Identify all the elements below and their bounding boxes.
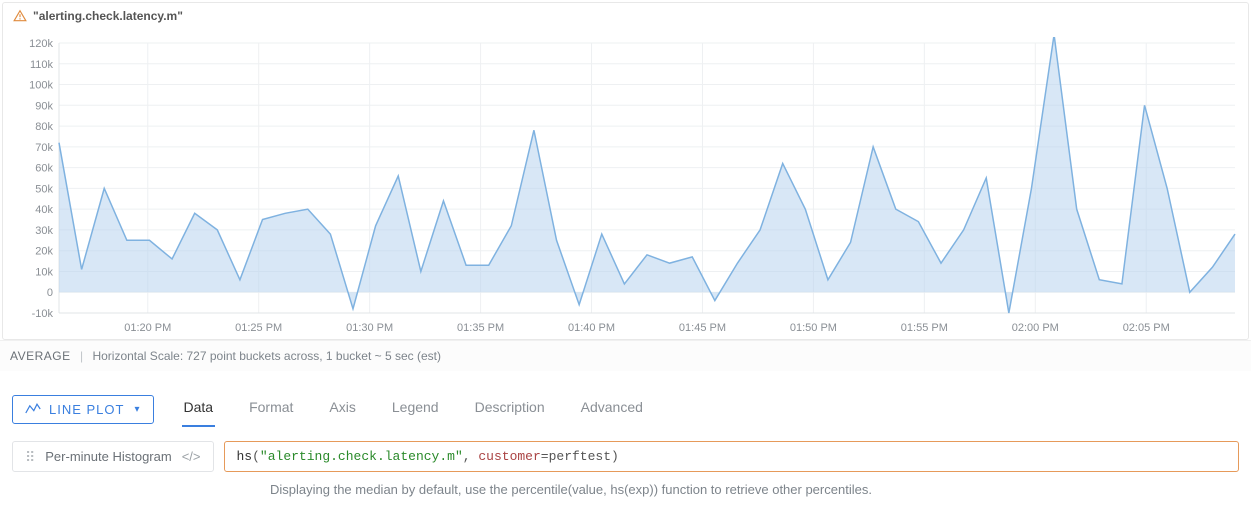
query-input[interactable]: hs("alerting.check.latency.m", customer=…: [224, 441, 1240, 472]
svg-text:90k: 90k: [35, 100, 53, 112]
svg-text:01:40 PM: 01:40 PM: [568, 322, 615, 334]
svg-text:110k: 110k: [30, 59, 54, 71]
query-label-box[interactable]: ⠿ Per-minute Histogram </>: [12, 441, 214, 472]
chart-card: "alerting.check.latency.m" -10k 0 10k 20k 30…: [2, 2, 1249, 340]
code-toggle-icon[interactable]: </>: [182, 449, 201, 464]
svg-text:120k: 120k: [29, 38, 53, 50]
chevron-down-icon: ▾: [134, 404, 140, 415]
config-area: LINE PLOT ▾ Data Format Axis Legend Descript…: [0, 391, 1251, 497]
svg-text:01:20 PM: 01:20 PM: [124, 322, 171, 334]
svg-text:40k: 40k: [35, 204, 53, 216]
drag-handle-icon[interactable]: ⠿: [25, 450, 35, 464]
status-bar: AVERAGE | Horizontal Scale: 727 point bu…: [0, 340, 1251, 371]
svg-text:100k: 100k: [29, 80, 53, 92]
plot-type-dropdown[interactable]: LINE PLOT ▾: [12, 395, 154, 424]
svg-text:02:00 PM: 02:00 PM: [1012, 322, 1059, 334]
svg-text:20k: 20k: [35, 246, 53, 258]
line-plot-icon: [25, 402, 41, 416]
tab-description[interactable]: Description: [473, 391, 547, 427]
tab-format[interactable]: Format: [247, 391, 295, 427]
chart-header: "alerting.check.latency.m": [3, 3, 1248, 29]
svg-text:10k: 10k: [35, 266, 53, 278]
svg-text:01:55 PM: 01:55 PM: [901, 322, 948, 334]
svg-text:02:05 PM: 02:05 PM: [1123, 322, 1170, 334]
tab-legend[interactable]: Legend: [390, 391, 441, 427]
scale-text: Horizontal Scale: 727 point buckets acro…: [92, 349, 441, 363]
svg-text:01:25 PM: 01:25 PM: [235, 322, 282, 334]
query-hint: Displaying the median by default, use th…: [270, 482, 1251, 497]
svg-text:01:35 PM: 01:35 PM: [457, 322, 504, 334]
tab-advanced[interactable]: Advanced: [579, 391, 645, 427]
query-row: ⠿ Per-minute Histogram </> hs("alerting.…: [12, 441, 1239, 472]
tabs: Data Format Axis Legend Description Advanced: [182, 391, 645, 427]
tab-row: LINE PLOT ▾ Data Format Axis Legend Descript…: [0, 391, 1251, 427]
tab-data[interactable]: Data: [182, 391, 216, 427]
separator-pipe: |: [80, 349, 83, 363]
tab-axis[interactable]: Axis: [327, 391, 357, 427]
svg-text:30k: 30k: [35, 225, 53, 237]
query-label: Per-minute Histogram: [45, 449, 171, 464]
svg-text:60k: 60k: [35, 163, 53, 175]
chart-title: "alerting.check.latency.m": [33, 9, 183, 23]
svg-text:-10k: -10k: [32, 308, 54, 320]
warning-icon: [13, 9, 27, 23]
svg-text:80k: 80k: [35, 121, 53, 133]
svg-text:50k: 50k: [35, 183, 53, 195]
svg-text:01:30 PM: 01:30 PM: [346, 322, 393, 334]
svg-text:01:50 PM: 01:50 PM: [790, 322, 837, 334]
chart-plot-area[interactable]: -10k 0 10k 20k 30k 40k 50k 60k 70k 80k 90k 100k 110k…: [3, 29, 1248, 339]
svg-text:0: 0: [47, 287, 53, 299]
aggregation-label: AVERAGE: [10, 349, 71, 363]
svg-text:01:45 PM: 01:45 PM: [679, 322, 726, 334]
plot-type-label: LINE PLOT: [49, 402, 124, 417]
svg-text:70k: 70k: [35, 142, 53, 154]
